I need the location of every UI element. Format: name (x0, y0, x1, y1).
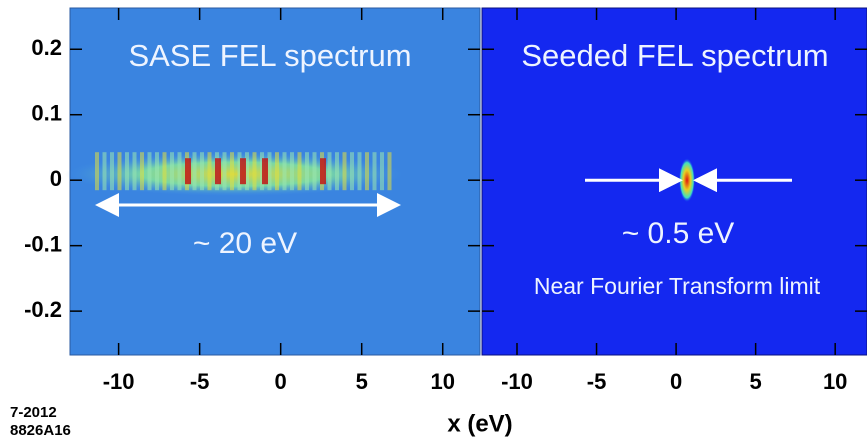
spectrum-streak (297, 152, 302, 191)
spectrum-streak (237, 152, 242, 191)
spectrum-streak (387, 152, 392, 191)
spectrum-streak (155, 152, 159, 191)
spectrum-streak (200, 152, 204, 191)
spectrum-streak (230, 152, 234, 191)
spectrum-peak (320, 158, 326, 185)
spectrum-streak (267, 152, 272, 191)
annotation: Near Fourier Transform limit (534, 273, 821, 299)
y-tick-label: -0.1 (24, 231, 62, 256)
x-tick-label: -10 (103, 369, 135, 394)
x-tick-label: 10 (823, 369, 847, 394)
y-tick-label: 0.1 (31, 101, 62, 126)
spectrum-streak (372, 152, 377, 191)
spectrum-streak (252, 152, 257, 191)
spectrum-streak (305, 152, 309, 191)
spectrum-streak (125, 152, 129, 191)
spectrum-streak (192, 152, 197, 191)
spectrum-streak (177, 152, 182, 191)
spectrum-streak (357, 152, 362, 191)
figure-code: 8826A16 (10, 422, 71, 439)
spectrum-streak (110, 152, 114, 191)
x-tick-label: -10 (501, 369, 533, 394)
x-tick-label: -5 (587, 369, 607, 394)
spectrum-streak (95, 152, 99, 191)
spectrum-streak (312, 152, 317, 191)
spectrum-streak (222, 152, 227, 191)
spectrum-streak (147, 152, 152, 191)
spectrum-streak (327, 152, 332, 191)
figure-code: 7-2012 (10, 404, 57, 421)
spectrum-streak (342, 152, 347, 191)
spectrum-peak (240, 158, 246, 185)
panel-title: SASE FEL spectrum (128, 38, 411, 73)
x-tick-label: 10 (430, 369, 454, 394)
spectrum-streak (380, 152, 384, 191)
spectrum-streak (140, 152, 144, 191)
annotation: ~ 20 eV (193, 227, 297, 260)
y-tick-label: -0.2 (24, 297, 62, 322)
x-tick-label: -5 (190, 369, 210, 394)
spectrum-streak (102, 152, 107, 191)
x-tick-label: 5 (750, 369, 762, 394)
spectrum-peak (262, 158, 268, 185)
annotation: ~ 0.5 eV (622, 217, 735, 250)
x-tick-label: 5 (356, 369, 368, 394)
spectrum-streak (132, 152, 137, 191)
spectrum-streak (335, 152, 339, 191)
spectrum-streak (365, 152, 369, 191)
spectrum-dot (679, 158, 695, 203)
x-tick-label: 0 (670, 369, 682, 394)
spectrum-streak (245, 152, 249, 191)
spectrum-streak (282, 152, 287, 191)
panel-title: Seeded FEL spectrum (521, 38, 828, 73)
spectrum-streak (350, 152, 354, 191)
spectrum-streak (117, 152, 122, 191)
y-tick-label: 0.2 (31, 35, 62, 60)
spectrum-streak (162, 152, 167, 191)
spectrum-streak (290, 152, 294, 191)
x-axis-label: x (eV) (447, 410, 512, 437)
y-tick-label: 0 (50, 166, 62, 191)
spectrum-streak (275, 152, 279, 191)
spectrum-peak (215, 158, 221, 185)
spectrum-peak (185, 158, 191, 185)
spectrum-streak (207, 152, 212, 191)
x-tick-label: 0 (275, 369, 287, 394)
spectrum-streak (170, 152, 174, 191)
